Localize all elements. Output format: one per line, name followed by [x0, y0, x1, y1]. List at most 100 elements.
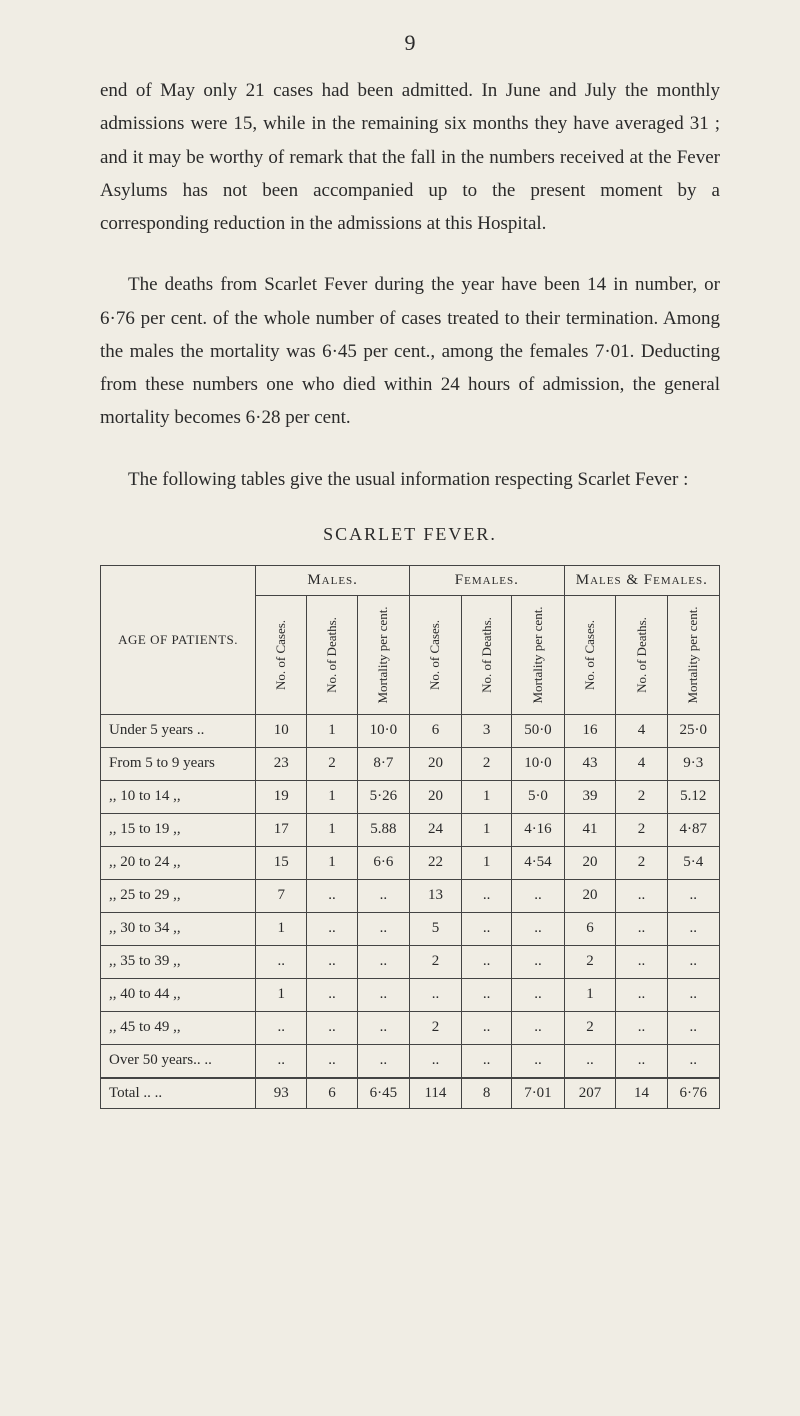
table-cell: 13 — [410, 879, 462, 912]
table-cell: 2 — [410, 1011, 462, 1044]
table-cell: 1 — [461, 813, 511, 846]
table-cell: 8 — [461, 1078, 511, 1109]
table-cell: .. — [256, 1011, 307, 1044]
section-females: Females. — [410, 565, 565, 595]
table-cell: 6 — [410, 714, 462, 747]
col-males-cases: No. of Cases. — [256, 595, 307, 714]
col-males-deaths: No. of Deaths. — [307, 595, 357, 714]
table-row: ,, 30 to 34 ,,1....5....6.... — [101, 912, 720, 945]
table-cell: ,, 25 to 29 ,, — [101, 879, 256, 912]
table-cell: 6 — [307, 1078, 357, 1109]
table-cell: .. — [564, 1044, 616, 1078]
table-cell: .. — [307, 1011, 357, 1044]
table-cell: .. — [357, 879, 409, 912]
table-cell: ,, 35 to 39 ,, — [101, 945, 256, 978]
table-cell: ,, 45 to 49 ,, — [101, 1011, 256, 1044]
table-cell: .. — [616, 912, 667, 945]
table-cell: 16 — [564, 714, 616, 747]
table-cell: .. — [616, 879, 667, 912]
table-cell: .. — [616, 1044, 667, 1078]
col-females-deaths: No. of Deaths. — [461, 595, 511, 714]
table-row: From 5 to 9 years2328·720210·04349·3 — [101, 747, 720, 780]
table-cell: 4 — [616, 747, 667, 780]
table-cell: 7·01 — [512, 1078, 564, 1109]
table-row: ,, 45 to 49 ,,......2....2.... — [101, 1011, 720, 1044]
table-cell: 2 — [616, 813, 667, 846]
paragraph-3: The following tables give the usual info… — [100, 463, 720, 496]
table-cell: 5·26 — [357, 780, 409, 813]
table-cell: 4 — [616, 714, 667, 747]
table-cell: .. — [512, 1044, 564, 1078]
table-cell: 1 — [461, 780, 511, 813]
table-cell: .. — [616, 945, 667, 978]
table-cell: 2 — [307, 747, 357, 780]
paragraph-2: The deaths from Scarlet Fever during the… — [100, 268, 720, 434]
table-cell: 10 — [256, 714, 307, 747]
table-cell: .. — [461, 1044, 511, 1078]
table-cell: .. — [616, 978, 667, 1011]
table-cell: 22 — [410, 846, 462, 879]
table-cell: 2 — [616, 780, 667, 813]
table-cell: .. — [357, 978, 409, 1011]
table-cell: .. — [461, 879, 511, 912]
table-cell: 2 — [410, 945, 462, 978]
table-cell: .. — [512, 1011, 564, 1044]
table-cell: .. — [461, 945, 511, 978]
table-cell: 1 — [461, 846, 511, 879]
table-cell: Over 50 years.. .. — [101, 1044, 256, 1078]
table-cell: 6·6 — [357, 846, 409, 879]
table-cell: .. — [461, 978, 511, 1011]
table-cell: ,, 30 to 34 ,, — [101, 912, 256, 945]
table-cell: 10·0 — [357, 714, 409, 747]
table-cell: 6·45 — [357, 1078, 409, 1109]
table-cell: .. — [357, 912, 409, 945]
table-cell: 2 — [461, 747, 511, 780]
table-cell: 7 — [256, 879, 307, 912]
table-cell: 6 — [564, 912, 616, 945]
table-body: Under 5 years ..10110·06350·016425·0From… — [101, 714, 720, 1108]
table-cell: 5·4 — [667, 846, 719, 879]
table-cell: 6·76 — [667, 1078, 719, 1109]
col-females-cases: No. of Cases. — [410, 595, 462, 714]
table-cell: Under 5 years .. — [101, 714, 256, 747]
table-row: ,, 40 to 44 ,,1..........1.... — [101, 978, 720, 1011]
table-cell: 4·87 — [667, 813, 719, 846]
table-cell: 1 — [256, 912, 307, 945]
table-row: ,, 25 to 29 ,,7....13....20.... — [101, 879, 720, 912]
table-cell: 43 — [564, 747, 616, 780]
table-cell: 20 — [410, 747, 462, 780]
table-cell: .. — [512, 912, 564, 945]
col-age-header: AGE OF PATIENTS. — [101, 565, 256, 714]
table-cell: 20 — [564, 879, 616, 912]
table-cell: 20 — [564, 846, 616, 879]
table-cell: ,, 15 to 19 ,, — [101, 813, 256, 846]
table-cell: 25·0 — [667, 714, 719, 747]
table-row: ,, 20 to 24 ,,1516·62214·542025·4 — [101, 846, 720, 879]
table-cell: 19 — [256, 780, 307, 813]
table-cell: .. — [410, 978, 462, 1011]
table-cell: .. — [307, 912, 357, 945]
table-cell: 20 — [410, 780, 462, 813]
table-cell: .. — [667, 879, 719, 912]
table-cell: 1 — [307, 714, 357, 747]
table-cell: 5.12 — [667, 780, 719, 813]
table-cell: ,, 40 to 44 ,, — [101, 978, 256, 1011]
table-cell: .. — [357, 945, 409, 978]
table-cell: .. — [461, 912, 511, 945]
table-cell: .. — [357, 1011, 409, 1044]
table-cell: .. — [512, 945, 564, 978]
table-cell: 5.88 — [357, 813, 409, 846]
table-cell: 23 — [256, 747, 307, 780]
table-row: ,, 15 to 19 ,,1715.882414·164124·87 — [101, 813, 720, 846]
page-number: 9 — [100, 30, 720, 56]
table-cell: .. — [410, 1044, 462, 1078]
table-cell: 41 — [564, 813, 616, 846]
table-row: ,, 10 to 14 ,,1915·262015·03925.12 — [101, 780, 720, 813]
col-females-mort: Mortality per cent. — [512, 595, 564, 714]
table-cell: 1 — [307, 846, 357, 879]
table-cell: .. — [667, 912, 719, 945]
table-cell: .. — [512, 978, 564, 1011]
table-cell: .. — [256, 945, 307, 978]
table-cell: 2 — [616, 846, 667, 879]
table-row: ,, 35 to 39 ,,......2....2.... — [101, 945, 720, 978]
